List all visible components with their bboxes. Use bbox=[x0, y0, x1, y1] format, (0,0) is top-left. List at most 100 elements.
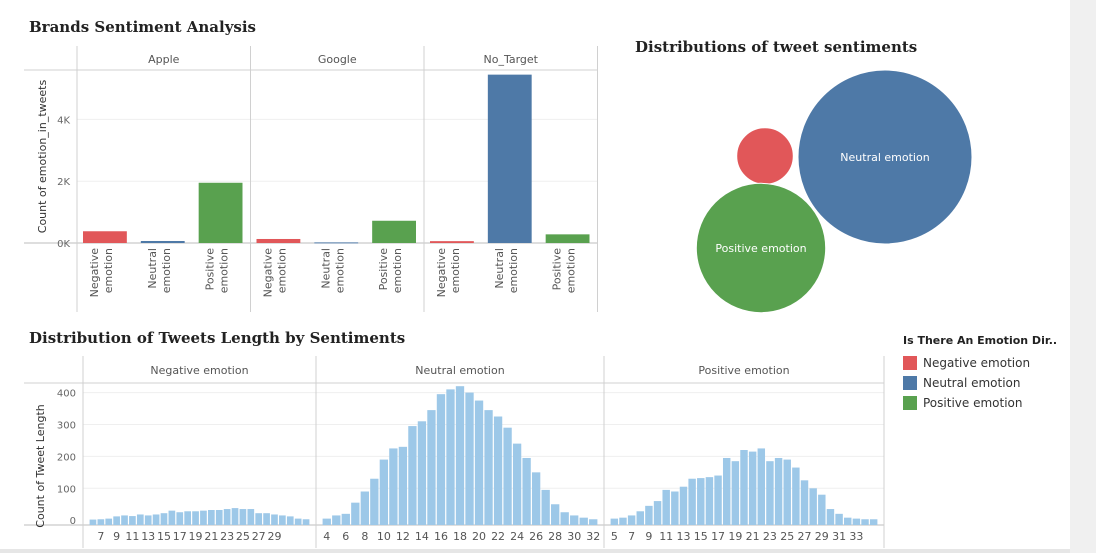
x-tick-label: Positive bbox=[204, 248, 217, 291]
legend-item-negative[interactable]: Negative emotion bbox=[903, 353, 1063, 373]
hist-bar bbox=[263, 513, 270, 525]
vertical-scrollbar[interactable] bbox=[1070, 0, 1096, 553]
hist-bar bbox=[231, 508, 239, 525]
hist-bar bbox=[610, 518, 619, 525]
hist-bar bbox=[589, 519, 598, 525]
hist-bar bbox=[818, 494, 826, 525]
hist-bar bbox=[332, 515, 341, 525]
x-tick-label: 20 bbox=[472, 530, 486, 543]
bottom-scrollbar[interactable] bbox=[0, 549, 1070, 553]
lengths-chart-title: Distribution of Tweets Length by Sentime… bbox=[29, 329, 406, 347]
hist-bar bbox=[731, 461, 740, 525]
hist-bar bbox=[302, 519, 310, 525]
x-tick-label: 23 bbox=[763, 530, 777, 543]
hist-bar bbox=[503, 427, 512, 525]
hist-bar bbox=[740, 450, 748, 525]
panel-header: Negative emotion bbox=[150, 364, 248, 377]
bar-google-2 bbox=[372, 220, 416, 243]
hist-bar bbox=[239, 509, 247, 525]
hist-bar bbox=[792, 467, 800, 525]
x-tick-label: 29 bbox=[267, 530, 281, 543]
bubble-neutral-emotion bbox=[797, 69, 973, 245]
hist-bar bbox=[427, 410, 436, 525]
x-tick-label: Neutral bbox=[146, 248, 159, 289]
x-tick-label: 15 bbox=[694, 530, 708, 543]
hist-bar bbox=[688, 478, 696, 525]
hist-bar bbox=[168, 510, 176, 525]
x-tick-label: 8 bbox=[361, 530, 368, 543]
brands-chart-title: Brands Sentiment Analysis bbox=[29, 18, 257, 36]
legend-label-negative: Negative emotion bbox=[923, 356, 1031, 370]
bar-apple-1 bbox=[140, 240, 185, 243]
sentiment-legend: Is There An Emotion Dir.. Negative emoti… bbox=[903, 334, 1063, 413]
hist-bar bbox=[105, 518, 113, 525]
x-tick-label: Neutral bbox=[319, 248, 332, 289]
hist-bar bbox=[207, 510, 215, 525]
hist-bar bbox=[322, 518, 331, 525]
x-tick-label: 31 bbox=[832, 530, 846, 543]
hist-bar bbox=[705, 477, 714, 525]
x-tick-label: 30 bbox=[567, 530, 581, 543]
bubble-positive-emotion bbox=[695, 182, 827, 314]
x-tick-label: 5 bbox=[611, 530, 618, 543]
x-tick-label: 24 bbox=[510, 530, 524, 543]
x-tick-label: 11 bbox=[659, 530, 673, 543]
panel-header-apple: Apple bbox=[148, 53, 180, 66]
legend-item-neutral[interactable]: Neutral emotion bbox=[903, 373, 1063, 393]
tweet-length-chart: 0 100 200 300 400 Count of Tweet Length Negati… bbox=[24, 356, 885, 548]
x-tick-label: 11 bbox=[125, 530, 139, 543]
hist-bar bbox=[271, 514, 278, 525]
x-tick-label: 19 bbox=[189, 530, 203, 543]
legend-swatch-positive bbox=[903, 396, 917, 410]
hist-bar bbox=[455, 386, 465, 525]
x-tick-label: 13 bbox=[676, 530, 690, 543]
x-tick-label: 4 bbox=[323, 530, 330, 543]
x-tick-label: Negative bbox=[261, 248, 274, 298]
y-tick-label: 4K bbox=[57, 115, 70, 126]
hist-bar bbox=[360, 491, 369, 525]
hist-bar bbox=[800, 480, 809, 525]
x-tick-label: 14 bbox=[415, 530, 429, 543]
bar-no_target-2 bbox=[545, 234, 590, 243]
legend-swatch-negative bbox=[903, 356, 917, 370]
y-tick-label: 100 bbox=[57, 484, 76, 495]
legend-swatch-neutral bbox=[903, 376, 917, 390]
dashboard: Brands Sentiment Analysis Distributions … bbox=[24, 18, 1063, 548]
hist-bar bbox=[774, 457, 783, 525]
x-tick-label: Positive bbox=[551, 248, 564, 291]
x-tick-label: 33 bbox=[849, 530, 863, 543]
x-tick-label: Neutral bbox=[493, 248, 506, 289]
hist-bar bbox=[653, 501, 662, 525]
hist-bar bbox=[370, 478, 379, 525]
x-tick-label: 10 bbox=[377, 530, 391, 543]
hist-bar bbox=[835, 513, 843, 525]
hist-bar bbox=[852, 518, 861, 525]
hist-bar bbox=[446, 389, 455, 525]
hist-bar bbox=[636, 511, 644, 525]
legend-item-positive[interactable]: Positive emotion bbox=[903, 393, 1063, 413]
x-tick-label: 7 bbox=[628, 530, 635, 543]
hist-bar bbox=[579, 517, 588, 525]
y-tick-label: 2K bbox=[57, 177, 70, 188]
hist-bar bbox=[844, 517, 852, 525]
hist-bar bbox=[89, 519, 97, 525]
x-tick-label: emotion bbox=[333, 248, 346, 293]
hist-bar bbox=[714, 475, 722, 525]
x-tick-label: 15 bbox=[157, 530, 171, 543]
y-axis-label: Count of emotion_in_tweets bbox=[36, 80, 49, 234]
hist-bar bbox=[408, 426, 417, 525]
hist-bar bbox=[215, 510, 223, 525]
legend-label-neutral: Neutral emotion bbox=[923, 376, 1021, 390]
x-tick-label: Negative bbox=[435, 248, 448, 298]
legend-title: Is There An Emotion Dir.. bbox=[903, 334, 1058, 347]
bubble-label: Neutral emotion bbox=[840, 151, 929, 164]
x-tick-label: 27 bbox=[252, 530, 266, 543]
hist-bar bbox=[722, 457, 731, 525]
hist-bar bbox=[255, 513, 263, 525]
x-tick-label: 21 bbox=[204, 530, 218, 543]
hist-bar bbox=[97, 519, 105, 525]
hist-bar bbox=[809, 488, 817, 525]
x-tick-label: 32 bbox=[586, 530, 600, 543]
hist-bar bbox=[389, 448, 398, 525]
x-tick-label: emotion bbox=[102, 248, 115, 293]
